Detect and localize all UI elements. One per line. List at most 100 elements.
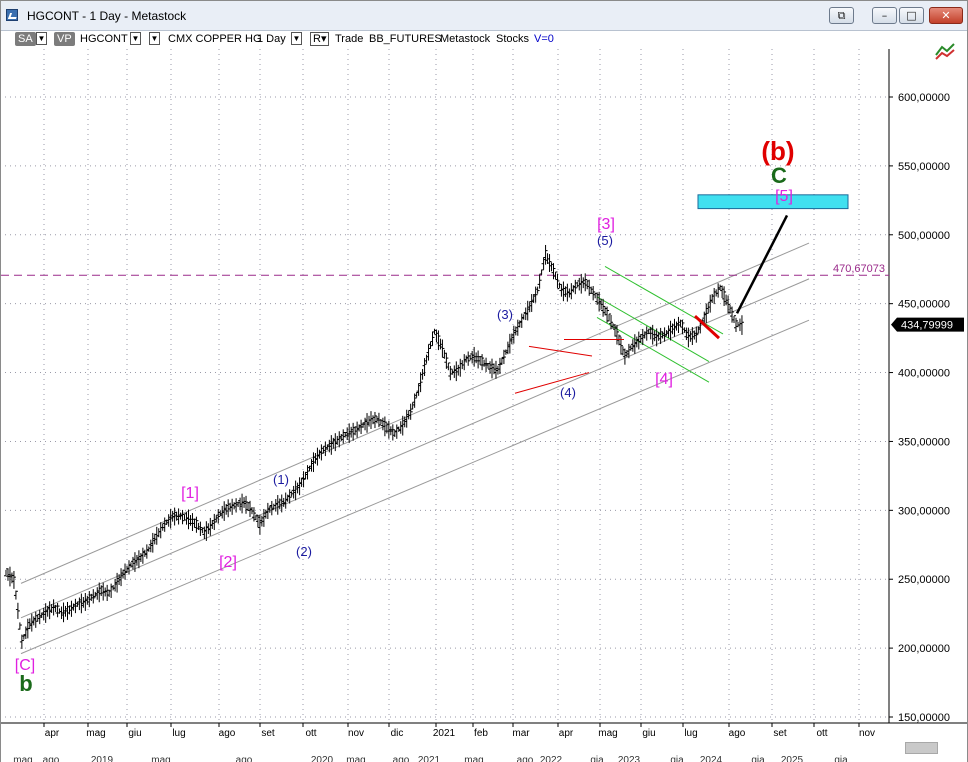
projection-line (735, 214, 789, 314)
wave-label-wave-2-blue: (2) (296, 544, 312, 559)
instrument-dropdown-chevron-down-icon[interactable]: ▼ (149, 32, 160, 45)
time-tick-label: apr (45, 728, 60, 739)
triangle-lower-line (514, 372, 590, 394)
wave-label-wave-1-blue: (1) (273, 472, 289, 487)
time-tick-label: 2021 (433, 728, 456, 739)
drawing-overlays (514, 194, 849, 394)
target-zone-box (697, 194, 849, 210)
channel-upper-line (20, 242, 810, 584)
price-tick-label: 200,00000 (898, 643, 950, 655)
wave-label-wave-4-magenta: [4] (655, 371, 673, 388)
wave-label-wave-c-magenta: [C] (15, 657, 35, 674)
price-tick-label: 300,00000 (898, 505, 950, 517)
line-tools-icon[interactable] (934, 41, 956, 61)
wave-label-wave-5-magenta: [5] (775, 188, 793, 205)
volume-flag: V=0 (534, 33, 554, 45)
triangle-upper-line (528, 345, 593, 357)
wave-label-wave-c-green: C (771, 163, 787, 188)
time-tick-label: ott (305, 728, 316, 739)
maximize-icon: □ (906, 9, 917, 22)
period-label: 1 Day (257, 33, 286, 45)
metastock-app-icon (6, 9, 18, 21)
price-chart[interactable]: 600,00000 550,00000 500,00000 450,00000 400,… (1, 48, 967, 762)
sa-button[interactable]: SA (15, 32, 36, 46)
channel-lower-line (20, 319, 810, 655)
time-lower-label: 2021 (418, 755, 441, 762)
reference-line: 470,67073 (1, 263, 889, 276)
wave-labels: (b)C[5] [3](5) (3) (4) [4] [1] (1) [2] (2) [C]b (15, 136, 795, 696)
red-trend-segment (693, 314, 721, 340)
symbol-label: HGCONT (80, 33, 128, 45)
price-tick-label: 150,00000 (898, 712, 950, 724)
price-tick-label: 400,00000 (898, 368, 950, 380)
time-tick-label: dic (391, 728, 404, 739)
category-label: Stocks (496, 33, 530, 45)
time-lower-label: 2025 (781, 755, 804, 762)
wave-label-wave-b-green: b (19, 671, 32, 696)
minimize-icon: – (881, 9, 888, 22)
minimize-button[interactable]: – (872, 7, 897, 24)
chart-background (1, 48, 967, 762)
time-lower-label: 2022 (540, 755, 563, 762)
source-label: Metastock (440, 33, 491, 45)
time-tick-label: giu (642, 728, 655, 739)
time-lower-label: 2024 (700, 755, 723, 762)
price-tick-label: 250,00000 (898, 574, 950, 586)
wave-label-wave-5-blue: (5) (597, 233, 613, 248)
wave-label-wave-b-red: (b) (761, 136, 794, 166)
last-price-label: 434,79999 (901, 320, 953, 332)
wave-label-wave-4-blue: (4) (560, 385, 576, 400)
time-tick-label: apr (559, 728, 574, 739)
instrument-label: CMX COPPER HG (168, 33, 262, 45)
time-tick-label: lug (172, 728, 185, 739)
time-tick-label: set (261, 728, 275, 739)
title-bar: HGCONT - 1 Day - Metastock ⧉ – □ ✕ (1, 1, 967, 31)
vp-button[interactable]: VP (54, 32, 75, 46)
symbol-dropdown-chevron-down-icon[interactable]: ▼ (130, 32, 141, 45)
time-lower-label: gia (834, 755, 848, 762)
price-axis: 600,00000 550,00000 500,00000 450,00000 400,… (888, 49, 950, 724)
time-lower-label: 2020 (311, 755, 334, 762)
time-lower-label: gia (670, 755, 684, 762)
time-lower-label: ago (43, 755, 60, 762)
time-lower-label: mag (346, 755, 365, 762)
horizontal-scrollbar[interactable] (905, 742, 938, 754)
time-lower-label: 2023 (618, 755, 641, 762)
mode-label: R (313, 33, 321, 45)
restore-document-button[interactable]: ⧉ (829, 7, 854, 24)
time-lower-label: ago (393, 755, 410, 762)
price-tick-label: 450,00000 (898, 299, 950, 311)
time-tick-label: lug (684, 728, 697, 739)
time-tick-label: nov (348, 728, 364, 739)
time-lower-label: ago (236, 755, 253, 762)
last-price-badge (891, 317, 964, 332)
time-lower-label: gia (751, 755, 765, 762)
wave-label-wave-2-magenta: [2] (219, 554, 237, 571)
time-tick-label: ago (729, 728, 746, 739)
time-tick-label: set (773, 728, 787, 739)
time-lower-label: ago (517, 755, 534, 762)
chart-toolbar: SA ▼ VP HGCONT ▼ ▼ CMX COPPER HG 1 Day ▼… (1, 31, 967, 48)
price-tick-label: 350,00000 (898, 436, 950, 448)
time-tick-label: feb (474, 728, 488, 739)
mode-dropdown[interactable]: R▾ (310, 32, 330, 46)
window-title: HGCONT - 1 Day - Metastock (27, 9, 187, 23)
close-button[interactable]: ✕ (929, 7, 963, 24)
price-tick-label: 600,00000 (898, 92, 950, 104)
last-price-marker: 434,79999 (891, 317, 964, 332)
exchange-label: BB_FUTURES (369, 33, 442, 45)
maximize-button[interactable]: □ (899, 7, 924, 24)
time-tick-label: giu (128, 728, 141, 739)
time-tick-label: mag (86, 728, 105, 739)
trade-label: Trade (335, 33, 364, 45)
period-dropdown-chevron-down-icon[interactable]: ▼ (291, 32, 302, 45)
reference-line-label: 470,67073 (833, 263, 885, 275)
time-axis: apr mag giu lug ago set ott nov dic 2021 feb mar apr… (1, 722, 967, 762)
sa-dropdown-chevron-down-icon[interactable]: ▼ (36, 32, 47, 45)
time-lower-label: mag (13, 755, 32, 762)
restore-icon: ⧉ (837, 9, 846, 22)
time-tick-label: nov (859, 728, 875, 739)
time-lower-label: gia (590, 755, 604, 762)
wave-label-wave-3-magenta: [3] (597, 216, 615, 233)
